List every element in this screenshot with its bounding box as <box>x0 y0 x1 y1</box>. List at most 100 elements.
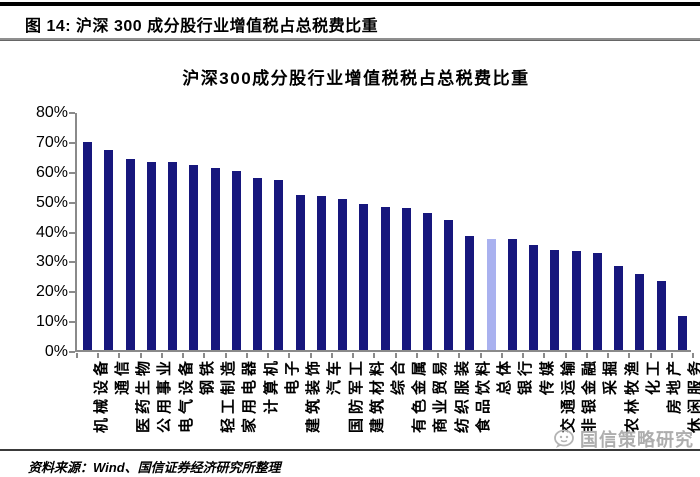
bar <box>210 167 220 350</box>
bar <box>359 203 369 350</box>
x-tick-label: 国防军工 <box>347 357 365 434</box>
y-tick-label: 80% <box>35 104 68 121</box>
bar <box>104 149 114 350</box>
x-tick-mark <box>394 353 397 358</box>
x-tick-label: 家用电器 <box>241 357 259 434</box>
x-tick-mark <box>670 353 673 358</box>
bar <box>571 251 581 350</box>
bar <box>253 178 263 350</box>
bar <box>274 179 284 350</box>
bar <box>146 161 156 350</box>
x-tick-label: 电气设备 <box>177 357 195 434</box>
x-tick-mark <box>458 353 461 358</box>
y-tick-mark <box>69 171 75 174</box>
x-tick-mark <box>649 353 652 358</box>
bar <box>507 239 517 350</box>
x-tick-mark <box>585 353 588 358</box>
x-tick-mark <box>607 353 610 358</box>
x-tick-label: 通信 <box>113 357 131 396</box>
x-tick-mark <box>245 353 248 358</box>
y-tick-label: 60% <box>35 163 68 181</box>
x-tick-mark <box>182 353 185 358</box>
header-divider <box>0 38 700 41</box>
x-tick-mark <box>330 353 333 358</box>
bar <box>168 161 178 350</box>
x-tick-label: 综合 <box>390 357 407 396</box>
x-tick-mark <box>160 353 163 358</box>
x-tick-label: 汽车 <box>326 357 344 396</box>
x-tick-mark <box>352 353 355 358</box>
x-tick-label: 传媒 <box>538 357 556 396</box>
x-tick-mark <box>500 353 503 358</box>
x-tick-label: 建筑装饰 <box>305 357 323 434</box>
bar <box>380 206 390 350</box>
y-tick-mark <box>69 261 75 264</box>
x-tick-label: 钢铁 <box>198 357 216 396</box>
x-tick-label: 房地产 <box>666 357 684 415</box>
y-tick-label: 40% <box>35 223 68 241</box>
x-tick-label: 电子 <box>283 357 301 396</box>
x-tick-label: 医药生物 <box>135 357 153 434</box>
x-tick-label: 休闲服务 <box>687 357 700 434</box>
chart-title: 沪深300成分股行业增值税税占总税费比重 <box>182 69 530 88</box>
watermark: 国信策略研究 <box>553 428 694 450</box>
bar <box>550 249 560 350</box>
y-tick-mark <box>69 321 75 324</box>
x-tick-label: 商业贸易 <box>432 357 450 434</box>
y-tick-mark <box>69 351 75 353</box>
figure-title: 图 14: 沪深 300 成分股行业增值税占总税费比重 <box>25 18 379 35</box>
y-tick-label: 0% <box>44 343 68 360</box>
x-tick-mark <box>76 353 78 358</box>
bar <box>401 208 411 350</box>
x-tick-label: 非银金融 <box>581 357 599 434</box>
x-tick-mark <box>224 353 227 358</box>
x-tick-mark <box>139 353 142 358</box>
x-tick-label: 化工 <box>644 357 662 396</box>
y-tick-mark <box>69 112 75 114</box>
x-tick-mark <box>522 353 525 358</box>
y-tick-label: 20% <box>35 283 68 301</box>
x-tick-label: 轻工制造 <box>220 357 238 434</box>
y-tick-label: 30% <box>35 253 68 271</box>
y-tick-mark <box>69 201 75 204</box>
bar <box>338 199 348 350</box>
x-tick-label: 食品饮料 <box>474 357 492 434</box>
footer-divider <box>0 449 700 451</box>
bar <box>656 281 666 350</box>
x-tick-label: 采掘 <box>602 357 620 396</box>
x-tick-mark <box>203 353 206 358</box>
x-tick-label: 交通运输 <box>559 357 577 434</box>
x-tick-mark <box>373 353 376 358</box>
bar <box>529 245 539 350</box>
bar <box>592 252 602 350</box>
y-tick-mark <box>69 231 75 234</box>
x-tick-label: 有色金属 <box>411 357 429 434</box>
source-note: 资料来源：Wind、国信证券经济研究所整理 <box>28 460 281 475</box>
bar <box>316 196 326 350</box>
bar <box>295 194 305 350</box>
x-tick-label: 银行 <box>517 357 535 396</box>
chat-bubble-face-icon <box>553 429 575 449</box>
bar <box>189 164 199 350</box>
bar <box>465 236 475 350</box>
x-tick-label: 总体 <box>496 357 514 396</box>
bar <box>486 239 496 350</box>
x-tick-mark <box>628 353 631 358</box>
watermark-text: 国信策略研究 <box>580 430 694 450</box>
x-tick-label: 公用事业 <box>156 357 174 434</box>
x-tick-label: 纺织服装 <box>453 357 471 434</box>
x-tick-mark <box>479 353 482 358</box>
top-divider <box>0 2 700 6</box>
plot-area <box>69 112 694 358</box>
x-tick-mark <box>97 353 100 358</box>
bar <box>422 212 432 350</box>
bar <box>614 266 624 350</box>
x-tick-mark <box>415 353 418 358</box>
x-tick-mark <box>692 353 694 358</box>
x-tick-label: 建筑材料 <box>368 357 386 434</box>
bar-chart: 沪深300成分股行业增值税税占总税费比重 0% 10% 20% 30% 40% 50% 60… <box>20 58 700 433</box>
x-tick-mark <box>309 353 312 358</box>
y-tick-label: 70% <box>35 133 68 151</box>
bar <box>677 315 687 350</box>
